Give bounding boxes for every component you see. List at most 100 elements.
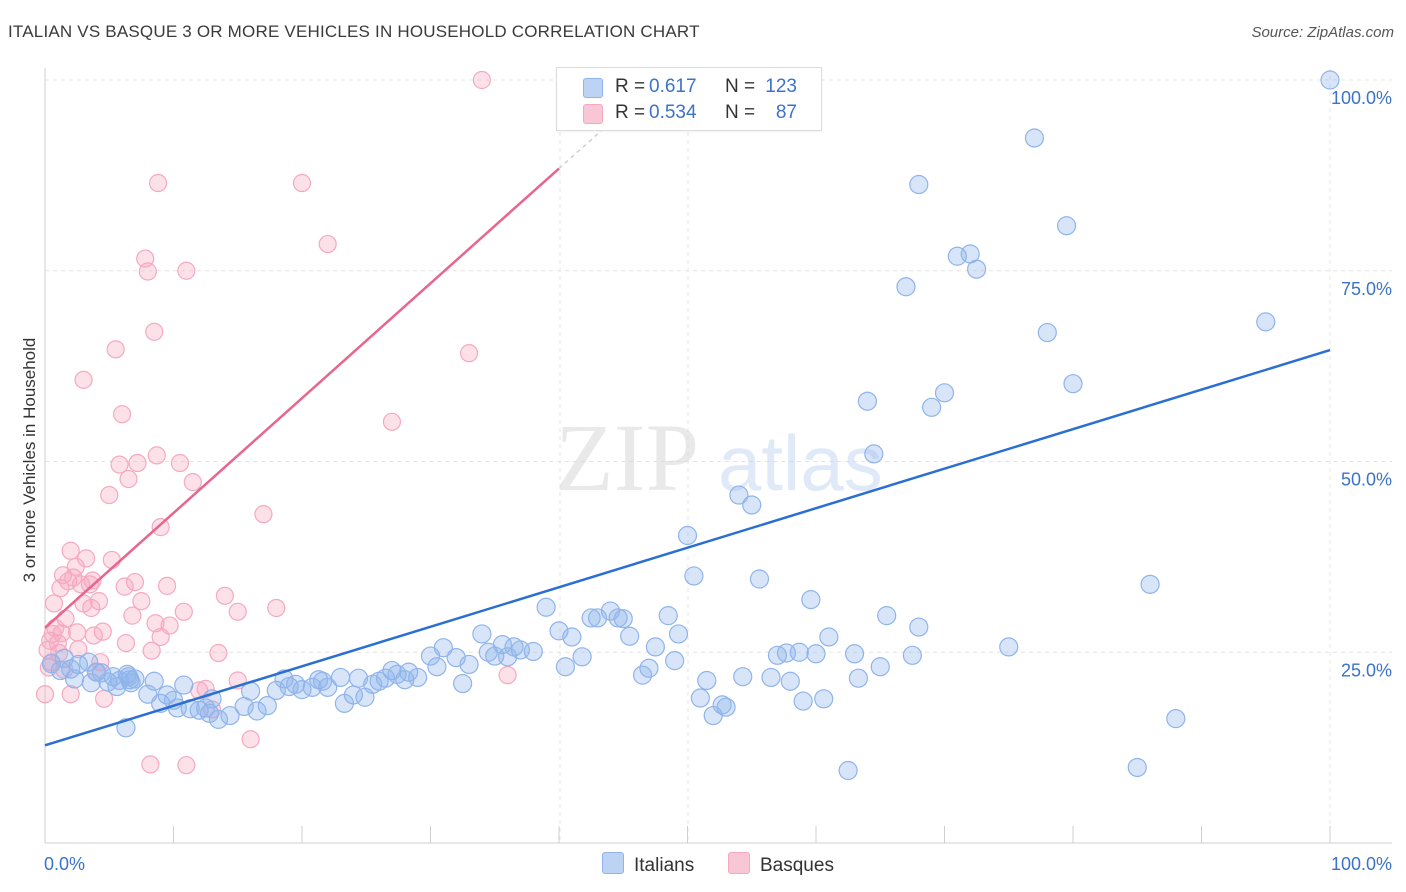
legend-r-value: 0.617 [649,76,697,97]
legend-r-label: R = [615,102,646,123]
italians-point [523,641,543,662]
chart-title: ITALIAN VS BASQUE 3 OR MORE VEHICLES IN … [8,22,700,41]
basques-point [151,518,170,537]
legend-swatch-basques [583,104,603,124]
basques-point [196,679,215,698]
italians-point [870,657,890,677]
basques-point [74,370,93,389]
italians-point [668,624,689,644]
basques-point [82,598,101,618]
italians-point [1320,70,1340,90]
legend-r-label: R = [615,76,646,97]
basques-point [157,576,177,595]
italians-point [902,645,922,665]
basques-point [102,550,121,570]
basques-point [147,446,166,465]
italians-point [896,277,916,297]
bottom-legend-basques: Basques [728,852,834,877]
italians-point [999,637,1019,657]
italians-point [645,637,665,657]
basques-point [292,173,312,193]
basques-point [132,592,151,611]
italians-point [848,668,869,688]
italians-point [581,608,601,628]
bottom-legend-swatch-basques [728,852,750,874]
basques-point [141,755,160,774]
basques-point [68,623,87,642]
bottom-legend-label-italians: Italians [634,855,695,876]
basques-trend-extension [558,127,605,170]
italians-point [909,617,929,637]
basques-point [267,598,286,618]
watermark-zip: ZIP [555,404,699,511]
italians-point [572,647,592,667]
legend-row-italians: R = 0.617 N = 123 [557,74,821,100]
italians-point [780,671,800,691]
italians-point [285,674,306,694]
correlation-legend: R = 0.617 N = 123 R = 0.534 N = 87 [556,67,822,131]
italians-point [81,673,101,693]
italians-point [1056,216,1077,236]
italians-point [665,651,685,671]
basques-point [84,626,103,645]
italians-point [348,668,369,688]
italians-point [801,590,821,610]
basques-point [254,505,273,524]
basques-trend-line [44,167,560,629]
italians-point [472,624,492,644]
italians-point [174,675,194,695]
basques-point [146,614,165,633]
italians-point [761,667,781,688]
italians-point [639,658,659,678]
italians-point [716,697,736,717]
italians-point [934,383,955,403]
italians-point [247,701,267,721]
italians-point [729,485,749,505]
italians-point [427,657,447,677]
italians-point [697,670,717,691]
basques-point [174,602,193,621]
legend-row-basques: R = 0.534 N = 87 [557,100,821,126]
legend-n-label: N = [725,76,756,97]
italians-point [1256,312,1276,332]
grid [44,68,1392,843]
x-tick-label-max: 100.0% [1331,854,1392,874]
italians-point [433,638,453,658]
legend-n-label: N = [725,102,756,123]
italians-point [54,648,74,668]
italians-point [806,644,826,664]
basques-point [125,572,145,592]
basques-point [128,453,147,473]
italians-point [1140,574,1160,594]
basques-point [35,685,55,704]
italians-point [608,608,628,628]
basques-point [77,549,96,568]
basques-point [56,609,75,628]
basques-point [142,641,161,660]
basques-point [52,624,71,643]
italians-point [157,685,177,705]
italians-point [562,627,582,647]
italians-point [318,677,338,697]
italians-trend-line [44,348,1331,747]
basques-point [228,602,247,621]
basques-point [106,340,125,359]
italians-point [459,654,479,675]
italians-point [220,705,240,726]
trend-lines [44,127,1331,747]
bottom-legend-italians: Italians [602,852,694,877]
basques-point [148,173,168,193]
italians-point [838,760,858,781]
italians-point [922,397,942,417]
y-tick-label-2: 75.0% [1341,279,1392,299]
basques-point [123,606,142,625]
italians-point [330,667,351,688]
italians-point [1024,128,1045,148]
italians-point [877,606,897,626]
legend-swatch-italians [583,78,603,98]
basques-point [61,541,80,560]
italians-point [1166,709,1186,729]
italians-point [690,688,710,708]
italians-point [536,597,556,617]
italians-point [742,495,762,515]
